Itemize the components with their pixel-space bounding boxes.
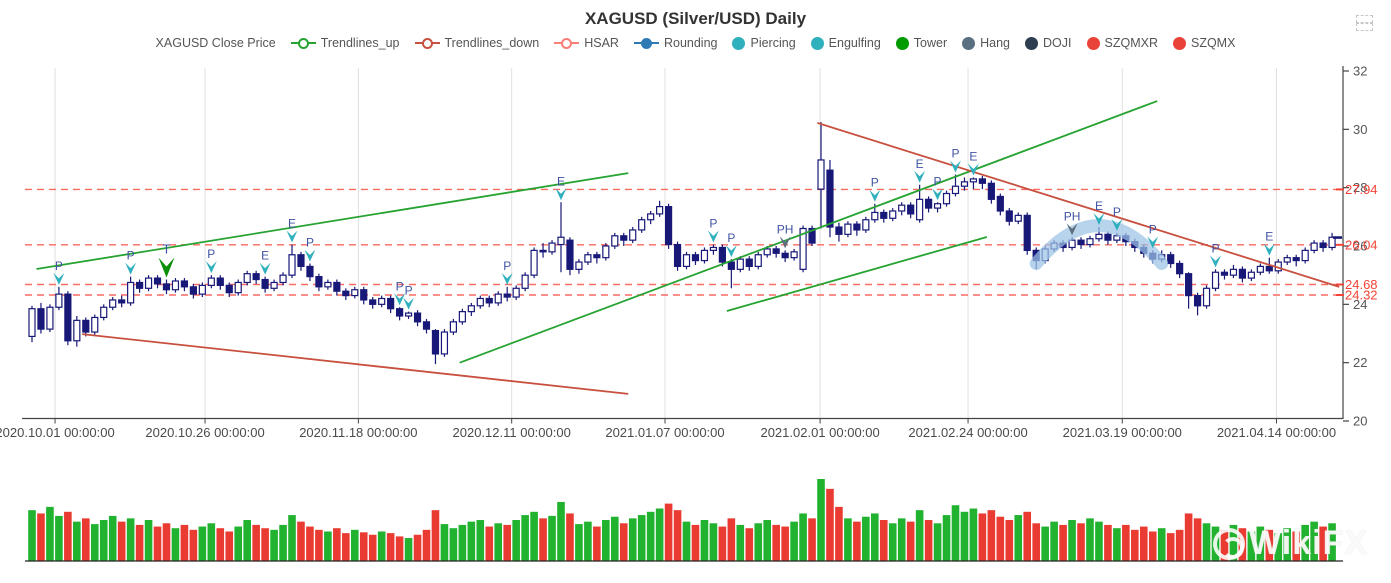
legend-label-doji: DOJI [1043,36,1072,50]
tower-dot-icon [895,36,909,50]
legend-label-szqmxr: SZQMXR [1104,36,1158,50]
legend-item-tower[interactable]: Tower [895,36,948,50]
restore-icon-box-top [1356,15,1373,23]
svg-text:32: 32 [1353,64,1367,79]
legend-item-trendlines-down[interactable]: Trendlines_down [414,36,540,50]
svg-text:E: E [288,217,296,231]
legend-label-szqmx: SZQMX [1190,36,1236,50]
svg-text:E: E [261,249,269,263]
svg-text:2021.02.01 00:00:00: 2021.02.01 00:00:00 [760,425,879,440]
svg-text:P: P [951,147,959,161]
svg-text:E: E [1265,230,1273,244]
legend-item-engulfing[interactable]: Engulfing [810,36,881,50]
piercing-dot-icon [732,36,746,50]
legend-item-piercing[interactable]: Piercing [732,36,796,50]
trendlines-up-line-circle-icon [290,37,316,49]
legend-item-szqmx[interactable]: SZQMX [1172,36,1236,50]
svg-text:2020.12.11 00:00:00: 2020.12.11 00:00:00 [453,425,571,440]
legend: XAGUSD Close Price Trendlines_up Trendline… [0,36,1391,50]
legend-label-hsar: HSAR [584,36,619,50]
svg-text:P: P [55,259,63,273]
svg-text:2021.01.07 00:00:00: 2021.01.07 00:00:00 [605,425,724,440]
svg-text:E: E [969,149,977,163]
svg-text:P: P [1149,222,1157,236]
svg-text:20: 20 [1353,414,1367,429]
svg-text:2021.04.14 00:00:00: 2021.04.14 00:00:00 [1217,425,1336,440]
svg-text:30: 30 [1353,122,1367,137]
legend-item-xagusd-close-price[interactable]: XAGUSD Close Price [156,36,276,50]
svg-text:P: P [1113,205,1121,219]
legend-label-tower: Tower [913,36,948,50]
legend-item-szqmxr[interactable]: SZQMXR [1086,36,1158,50]
svg-text:2021.03.19 00:00:00: 2021.03.19 00:00:00 [1063,425,1182,440]
svg-text:P: P [396,279,404,293]
svg-text:P: P [709,217,717,231]
legend-item-trendlines-up[interactable]: Trendlines_up [290,36,400,50]
svg-text:P: P [405,284,413,298]
restore-icon[interactable] [1353,13,1375,33]
legend-item-doji[interactable]: DOJI [1025,36,1072,50]
svg-text:E: E [1095,199,1103,213]
szqmx-dot-icon [1172,36,1186,50]
page-title: XAGUSD (Silver/USD) Daily [584,9,807,28]
legend-item-hsar[interactable]: HSAR [554,36,619,50]
legend-item-hang[interactable]: Hang [962,36,1010,50]
hang-dot-icon [962,36,976,50]
svg-text:28: 28 [1353,180,1367,195]
svg-text:27.94: 27.94 [1345,182,1378,197]
legend-label-piercing: Piercing [750,36,796,50]
svg-text:PH: PH [777,222,794,236]
svg-text:2020.10.01 00:00:00: 2020.10.01 00:00:00 [0,425,115,440]
restore-icon-box-bottom [1356,23,1373,31]
svg-text:24.32: 24.32 [1345,288,1378,303]
legend-label-xagusd-close-price: XAGUSD Close Price [155,36,276,50]
svg-text:2020.11.18 00:00:00: 2020.11.18 00:00:00 [299,425,417,440]
engulfing-dot-icon [810,36,824,50]
legend-label-trendlines-down: Trendlines_down [444,36,540,50]
svg-text:P: P [127,249,135,263]
svg-text:P: P [934,174,942,188]
svg-text:2021.02.24 00:00:00: 2021.02.24 00:00:00 [908,425,1027,440]
svg-text:T: T [163,242,171,257]
svg-text:2020.10.26 00:00:00: 2020.10.26 00:00:00 [145,425,264,440]
legend-label-engulfing: Engulfing [828,36,881,50]
doji-dot-icon [1025,36,1039,50]
trendlines-down-line-circle-icon [414,37,440,49]
svg-text:P: P [207,247,215,261]
svg-text:P: P [306,236,314,250]
svg-text:24: 24 [1353,297,1367,312]
svg-text:22: 22 [1353,355,1367,370]
hsar-line-circle-icon [554,37,580,49]
szqmxr-dot-icon [1086,36,1100,50]
rounding-line-dot-icon [633,37,659,49]
svg-text:P: P [871,176,879,190]
svg-text:E: E [916,157,924,171]
svg-text:P: P [503,259,511,273]
svg-text:E: E [557,174,565,188]
svg-text:PH: PH [1064,209,1081,223]
legend-label-trendlines-up: Trendlines_up [320,36,400,50]
svg-text:26: 26 [1353,239,1367,254]
svg-text:26.04: 26.04 [1345,237,1378,252]
legend-item-rounding[interactable]: Rounding [633,36,718,50]
svg-text:24.68: 24.68 [1345,277,1378,292]
svg-text:P: P [727,231,735,245]
legend-label-hang: Hang [980,36,1011,50]
svg-text:P: P [1212,241,1220,255]
legend-label-rounding: Rounding [663,36,718,50]
